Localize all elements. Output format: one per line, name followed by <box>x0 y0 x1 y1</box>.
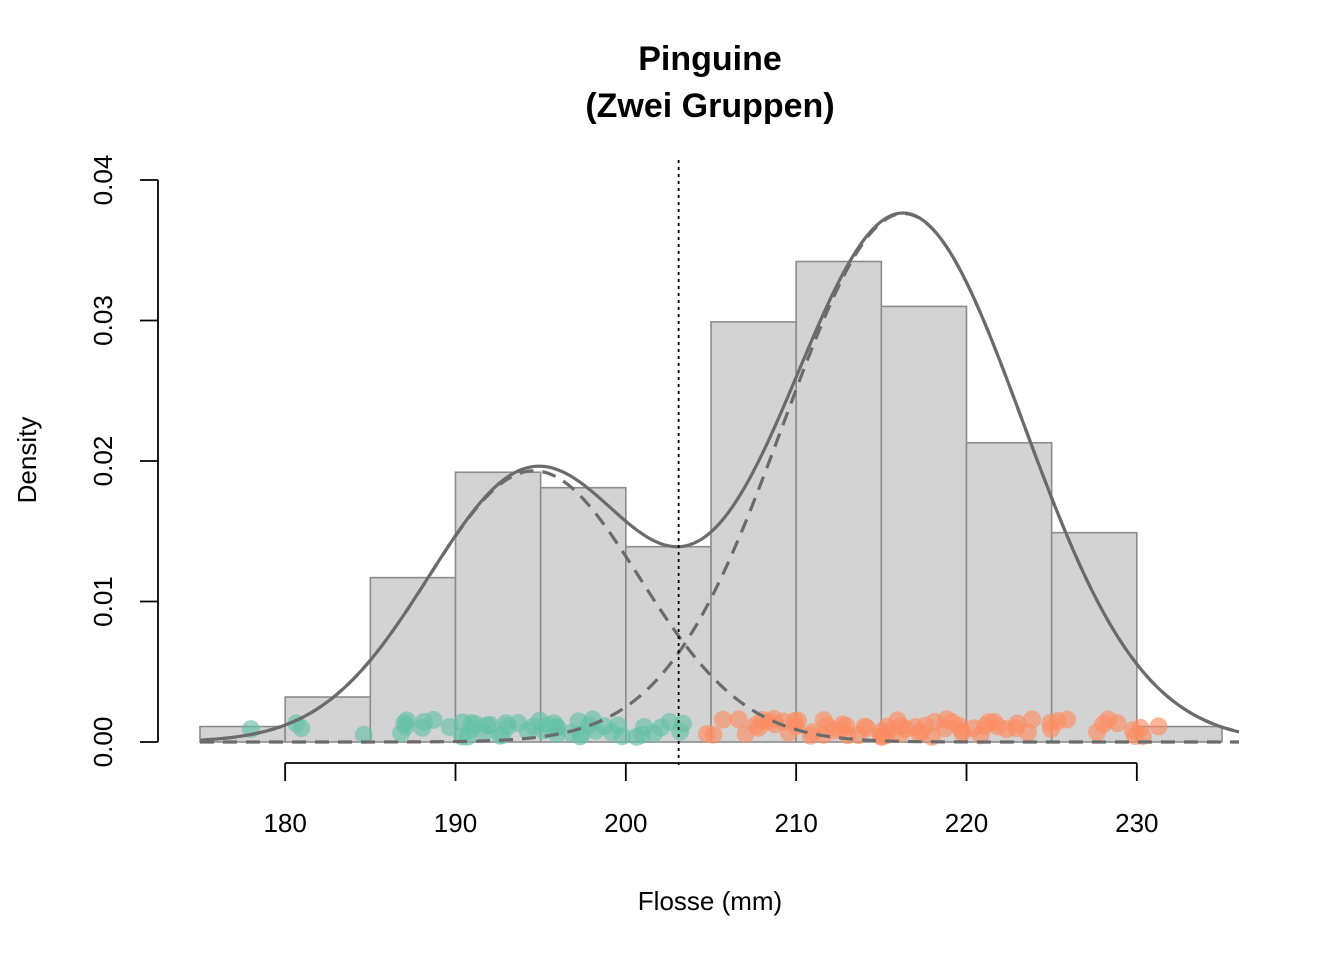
chart-title-line-1: Pinguine <box>638 40 782 78</box>
data-point-green <box>462 714 481 733</box>
data-point-orange <box>1094 715 1113 734</box>
data-point-orange <box>746 716 765 735</box>
x-tick-label: 180 <box>263 808 306 838</box>
x-axis-label: Flosse (mm) <box>638 886 782 916</box>
histogram-bar <box>539 486 627 743</box>
data-point-orange <box>891 717 910 736</box>
data-point-orange <box>1058 710 1077 729</box>
data-point-green <box>424 710 443 729</box>
y-tick-label: 0.04 <box>88 155 118 206</box>
data-point-green <box>509 714 528 733</box>
data-point-green <box>395 714 414 733</box>
y-axis-label: Density <box>12 417 42 504</box>
data-point-orange <box>857 718 876 737</box>
x-tick-label: 210 <box>774 808 817 838</box>
y-tick-label: 0.02 <box>88 436 118 487</box>
x-axis: 180 190 200 210 220 230 <box>263 762 1159 838</box>
mixture-curve <box>199 211 1240 742</box>
data-point-green <box>478 716 497 735</box>
data-point-orange <box>729 710 748 729</box>
histogram-bars <box>199 260 1223 743</box>
y-tick-label: 0.01 <box>88 576 118 627</box>
x-tick-label: 230 <box>1115 808 1158 838</box>
histogram-bar <box>1050 531 1138 743</box>
data-point-green <box>645 724 664 743</box>
histogram-bar <box>965 441 1053 743</box>
data-point-green <box>671 722 690 741</box>
y-tick-label: 0.00 <box>88 717 118 768</box>
y-axis: 0.00 0.01 0.02 0.03 0.04 <box>88 155 159 768</box>
data-point-green <box>292 719 311 738</box>
data-point-orange <box>697 724 716 743</box>
data-point-orange <box>1149 717 1168 736</box>
data-point-orange <box>1041 714 1060 733</box>
data-point-orange <box>953 723 972 742</box>
data-point-green <box>609 716 628 735</box>
histogram-bar <box>454 471 542 743</box>
x-tick-label: 200 <box>604 808 647 838</box>
component-curve-green <box>199 469 1240 744</box>
x-tick-label: 190 <box>434 808 477 838</box>
data-point-orange <box>779 723 798 742</box>
histogram-bar <box>710 321 797 743</box>
data-point-orange <box>1108 714 1127 733</box>
histogram-bar <box>880 305 968 743</box>
y-tick-label: 0.03 <box>88 295 118 346</box>
data-point-orange <box>1018 723 1037 742</box>
data-point-green <box>545 714 564 733</box>
data-point-orange <box>814 711 833 730</box>
component-curve-orange <box>200 211 1240 744</box>
data-point-green <box>354 725 373 744</box>
x-tick-label: 220 <box>945 808 988 838</box>
data-point-orange <box>873 727 892 746</box>
chart-title-line-2: (Zwei Gruppen) <box>585 87 834 125</box>
data-point-orange <box>985 712 1004 731</box>
data-point-green <box>580 716 599 735</box>
histogram-bar <box>795 260 883 743</box>
density-curves <box>199 211 1240 744</box>
data-point-orange <box>713 710 732 729</box>
